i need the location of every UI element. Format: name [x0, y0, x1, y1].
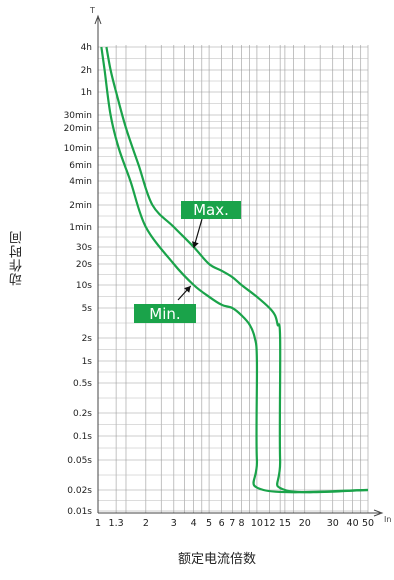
y-tick-label: 0.05s — [67, 456, 92, 466]
y-tick-label: 5s — [82, 304, 93, 314]
annotation-label: Min. — [149, 305, 180, 323]
y-tick-label: 20min — [64, 124, 92, 134]
y-tick-label: 1h — [81, 88, 92, 98]
x-tick-label: 30 — [327, 518, 339, 529]
y-tick-label: 1min — [69, 223, 92, 233]
x-tick-label: 6 — [219, 518, 225, 529]
annotations: Max. Min. — [134, 201, 241, 323]
y-tick-label: 4h — [81, 43, 92, 53]
x-axis-symbol: In — [384, 515, 391, 524]
y-tick-label: 30s — [76, 243, 92, 253]
y-tick-label: 0.1s — [73, 432, 92, 442]
x-tick-label: 50 — [362, 518, 374, 529]
y-axis-symbol: T — [89, 6, 95, 15]
x-tick-label: 4 — [191, 518, 197, 529]
annotation-box — [181, 201, 241, 219]
x-axis-arrow — [373, 509, 384, 517]
x-tick-label: 40 — [347, 518, 359, 529]
x-tick-label: 2 — [143, 518, 149, 529]
y-tick-label: 0.02s — [67, 486, 92, 496]
x-tick-label: 7 — [229, 518, 235, 529]
curve-max — [105, 46, 369, 494]
grid — [97, 45, 369, 513]
x-tick-label: 3 — [171, 518, 177, 529]
x-tick-label: 1 — [95, 518, 101, 529]
axes — [94, 14, 384, 517]
y-tick-label: 10min — [64, 144, 92, 154]
y-tick-label: 4min — [69, 177, 92, 187]
x-tick-label: 15 — [279, 518, 291, 529]
y-axis-title: 动作时间 — [10, 230, 25, 286]
y-tick-label: 10s — [76, 281, 92, 291]
x-tick-label: 5 — [206, 518, 212, 529]
y-tick-label: 1s — [82, 357, 93, 367]
x-tick-label: 10 — [251, 518, 263, 529]
annotation-arrow-head — [184, 286, 191, 293]
y-tick-label: 6min — [69, 161, 92, 171]
y-axis-arrow — [94, 14, 102, 25]
y-tick-label: 2h — [81, 66, 92, 76]
y-tick-label: 0.2s — [73, 409, 92, 419]
x-axis-title: 额定电流倍数 — [177, 552, 256, 567]
y-tick-label: 2min — [69, 201, 92, 211]
annotation-arrow-head — [191, 241, 199, 248]
x-tick-label: 20 — [299, 518, 311, 529]
annotation-box — [134, 304, 196, 323]
x-tick-label: 1.3 — [109, 518, 124, 529]
x-tick-labels: 1 1.3 2 3 4 5 6 7 8 10 12 15 20 30 40 50 — [95, 518, 374, 529]
curves — [100, 46, 369, 494]
x-tick-label: 12 — [263, 518, 275, 529]
y-tick-label: 0.5s — [73, 379, 92, 389]
y-tick-labels: 4h 2h 1h 30min 20min 10min 6min 4min 2min 1min 30s… — [64, 43, 93, 517]
y-tick-label: 30min — [64, 111, 92, 121]
y-tick-label: 2s — [82, 334, 93, 344]
y-tick-label: 0.01s — [67, 507, 92, 517]
y-tick-label: 20s — [76, 260, 92, 270]
curve-min — [100, 46, 369, 494]
x-tick-label: 8 — [238, 518, 244, 529]
annotation-label: Max. — [193, 201, 229, 219]
